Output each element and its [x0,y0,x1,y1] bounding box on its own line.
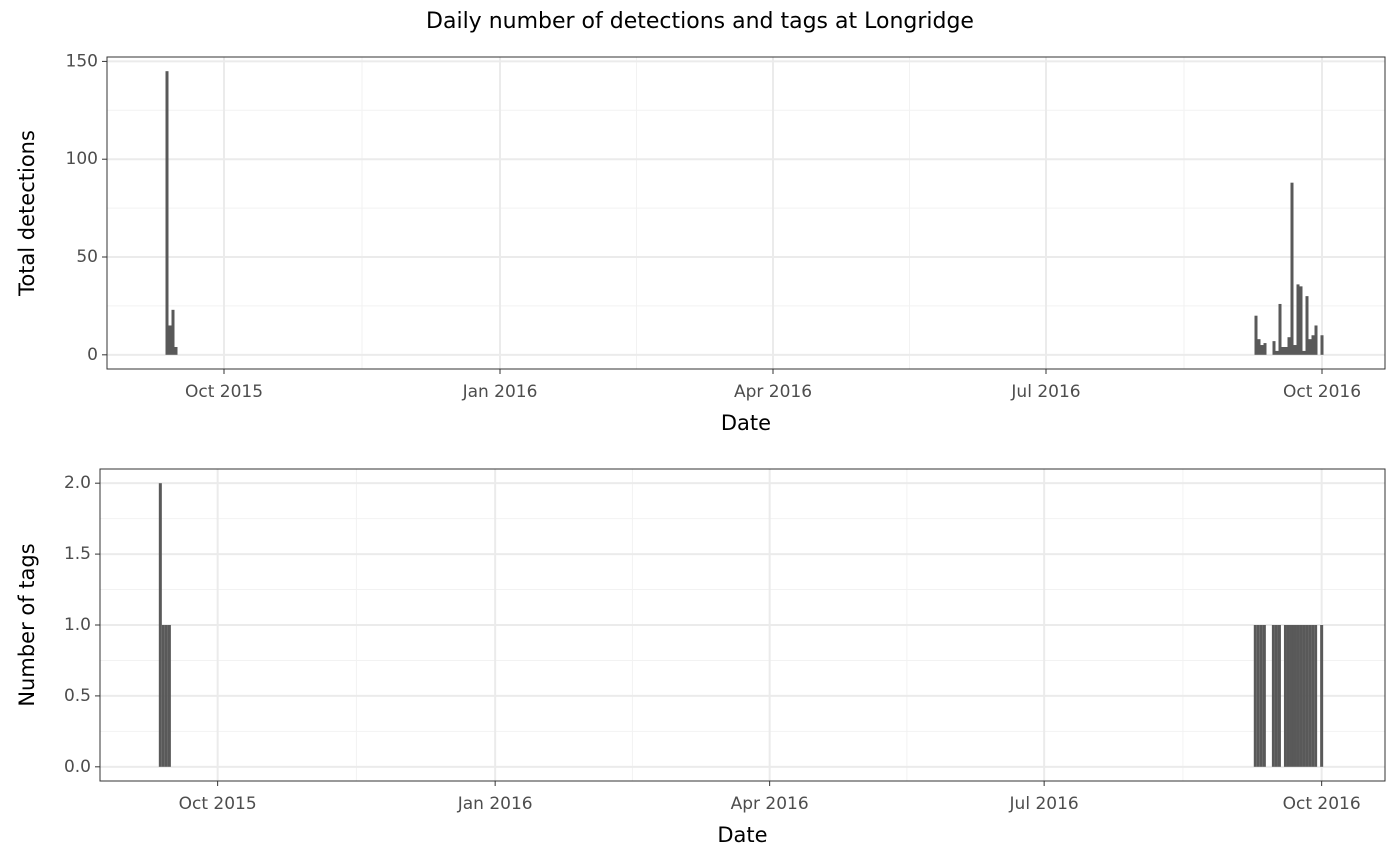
y-axis-title: Number of tags [15,543,39,706]
bar [1314,625,1318,767]
bar [1296,284,1300,355]
bar [167,625,171,767]
bar [1284,346,1288,355]
bar [1277,625,1281,767]
bar [1308,625,1312,767]
y-tick-label: 1.0 [64,615,91,635]
bar [1254,315,1258,355]
bar [1302,625,1306,767]
y-axis-title: Total detections [15,130,39,297]
y-tick-label: 0.0 [64,757,91,777]
bar [174,346,178,355]
bar [168,325,172,355]
y-tick-label: 1.5 [64,544,91,564]
y-tick-label: 150 [66,51,98,71]
y-tick-label: 0 [87,345,98,365]
x-tick-label: Apr 2016 [731,794,809,814]
bar [1299,625,1303,767]
bar [165,71,169,355]
bar [1311,625,1315,767]
bar [1260,345,1264,355]
plot-border [106,56,1386,370]
bar [1275,350,1279,355]
bar [158,483,162,767]
bar [1296,625,1300,767]
bar [1292,625,1297,767]
x-tick-label: Oct 2015 [185,382,263,402]
bar [1302,350,1306,355]
y-tick-label: 2.0 [64,473,91,493]
bar [1257,339,1261,355]
chart-title: Daily number of detections and tags at L… [426,9,974,34]
x-tick-label: Oct 2016 [1283,794,1361,814]
x-axis-title: Date [717,823,767,847]
bar [1271,625,1275,767]
bar [1286,625,1290,767]
bar [1311,335,1315,355]
bar [1281,346,1285,355]
bar [1253,625,1257,767]
bar [1305,625,1309,767]
x-tick-label: Apr 2016 [734,382,812,402]
bar [1289,625,1293,767]
bar [1314,325,1318,355]
bar [1274,625,1278,767]
bar [1272,341,1276,355]
bar [171,309,175,355]
x-tick-label: Oct 2015 [179,794,257,814]
x-axis-title: Date [721,411,771,435]
bar [1299,286,1303,355]
bar [1278,303,1282,355]
bar [1305,296,1309,355]
bar [1259,625,1263,767]
bar [1263,343,1267,355]
x-tick-label: Jul 2016 [1010,382,1080,402]
x-tick-label: Oct 2016 [1283,382,1361,402]
x-tick-label: Jan 2016 [462,382,538,402]
bar [1293,345,1297,355]
y-tick-label: 100 [66,149,98,169]
bar [1308,339,1312,355]
bar [1256,625,1260,767]
bar [1320,625,1324,767]
bar [1287,337,1291,355]
plot-border [99,468,1386,782]
x-tick-label: Jul 2016 [1009,794,1079,814]
x-tick-label: Jan 2016 [457,794,533,814]
bar [1283,625,1287,767]
bar [161,625,165,767]
bar [1320,335,1324,355]
bar [1290,182,1294,355]
y-tick-label: 50 [76,247,98,267]
y-tick-label: 0.5 [64,686,91,706]
bar [164,625,168,767]
bar [1262,625,1266,767]
